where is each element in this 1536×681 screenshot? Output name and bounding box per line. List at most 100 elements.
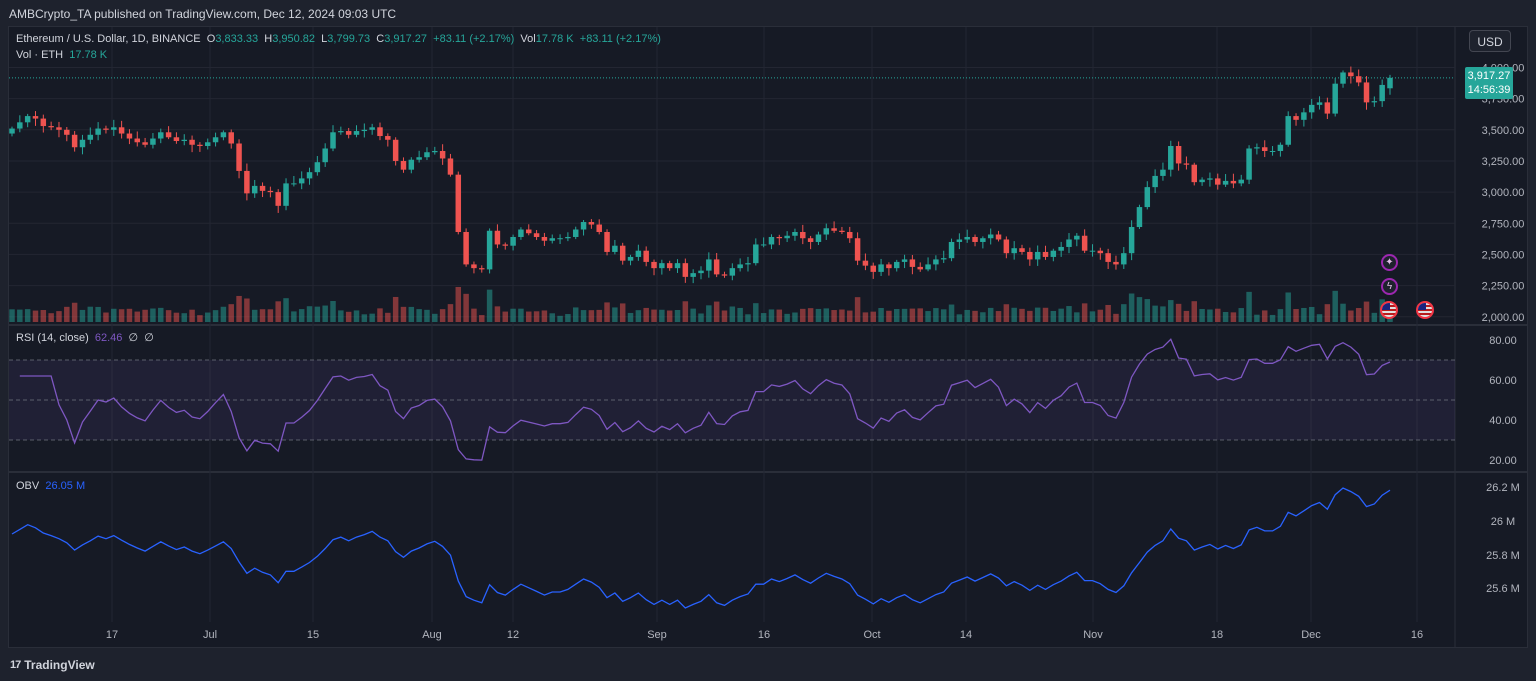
candle-body	[940, 258, 947, 260]
volume-bar	[831, 310, 837, 322]
vol-change: +83.11 (+2.17%)	[579, 33, 661, 45]
currency-button[interactable]: USD	[1469, 30, 1511, 52]
candle-body	[95, 128, 101, 135]
candle-body	[1175, 146, 1182, 164]
volume-bar	[580, 310, 587, 322]
candle-body	[1168, 146, 1174, 170]
candle-body	[1379, 84, 1385, 102]
volume-bar	[1293, 309, 1299, 322]
obv-tick-label: 26 M	[1491, 516, 1515, 528]
candle-body	[126, 133, 133, 139]
volume-bar	[1136, 297, 1143, 322]
candle-body	[1089, 250, 1096, 252]
candle-body	[807, 238, 814, 242]
candle-body	[1222, 180, 1229, 185]
us-flag-icon[interactable]	[1416, 301, 1434, 319]
volume-bar	[173, 312, 180, 322]
candle-body	[377, 127, 383, 137]
candle-body	[79, 139, 86, 148]
candle-body	[385, 136, 391, 140]
volume-bar	[690, 308, 696, 322]
symbol-legend: Ethereum / U.S. Dollar, 1D, BINANCE O3,8…	[16, 33, 661, 45]
candle-body	[455, 174, 462, 232]
volume-bar	[1324, 304, 1331, 322]
candle-body	[181, 139, 187, 142]
candle-body	[400, 160, 407, 170]
volume-bar	[330, 300, 336, 322]
rsi-tick-label: 20.00	[1489, 455, 1517, 467]
time-tick-label: Nov	[1083, 629, 1103, 641]
candle-body	[1293, 116, 1299, 120]
volume-bar	[565, 314, 571, 322]
candle-body	[1034, 251, 1041, 260]
candle-body	[173, 137, 180, 142]
volume-bar	[948, 304, 955, 322]
volume-bar	[721, 310, 728, 322]
event-bolt-icon[interactable]: ϟ	[1381, 278, 1398, 295]
volume-bar	[987, 307, 994, 322]
candle-body	[1074, 235, 1080, 240]
tradingview-logo[interactable]: 17 TradingView	[10, 658, 95, 672]
candle-body	[345, 131, 352, 135]
candle-body	[737, 264, 743, 269]
candle-body	[651, 261, 657, 269]
volume-bar	[1105, 304, 1111, 322]
volume-bar	[424, 309, 430, 322]
rsi-band	[9, 359, 1455, 441]
candle-body	[1363, 82, 1370, 103]
volume-bar	[181, 313, 187, 322]
volume-bar	[901, 308, 908, 322]
candle-body	[659, 263, 665, 269]
candle-body	[1340, 72, 1346, 84]
ohlc-high: 3,950.82	[272, 33, 316, 45]
candle-body	[1128, 227, 1135, 254]
grid-lines	[9, 27, 1527, 647]
volume-bar	[839, 309, 845, 322]
us-flag-icon[interactable]	[1380, 301, 1398, 319]
candle-body	[330, 132, 336, 149]
volume-bar	[1121, 304, 1127, 322]
obv-tick-label: 26.2 M	[1486, 482, 1520, 494]
candle-body	[674, 263, 681, 269]
volume-bar	[1277, 309, 1284, 322]
candle-body	[1301, 112, 1307, 120]
event-star-icon[interactable]: ✦	[1381, 254, 1398, 271]
volume-bar	[1019, 308, 1025, 322]
candle-body	[596, 224, 602, 232]
volume-bar	[126, 308, 133, 322]
candle-body	[541, 236, 548, 241]
volume-bar	[1128, 293, 1135, 322]
volume-bar	[768, 309, 775, 322]
candle-body	[17, 122, 23, 129]
candle-body	[1238, 179, 1244, 184]
candle-body	[854, 238, 861, 261]
volume-bar	[56, 311, 62, 322]
volume-bar	[408, 306, 415, 322]
volume-bar	[1355, 308, 1362, 322]
time-tick-label: Sep	[647, 629, 667, 641]
candle-body	[1050, 250, 1057, 257]
candle-body	[1058, 246, 1064, 251]
volume-bars	[9, 286, 1393, 322]
volume-bar	[1215, 308, 1221, 322]
price-tick-label: 2,750.00	[1482, 218, 1525, 230]
time-tick-label: Oct	[863, 629, 880, 641]
candle-body	[1136, 207, 1143, 228]
candle-body	[471, 264, 477, 269]
candle-body	[518, 229, 524, 237]
candle-body	[643, 250, 649, 262]
volume-bar	[1050, 310, 1057, 322]
candle-body	[956, 239, 963, 242]
volume-bar	[1152, 305, 1158, 322]
candle-body	[502, 244, 509, 246]
volume-bar	[753, 303, 759, 322]
volume-bar	[518, 308, 524, 322]
candle-body	[604, 232, 610, 252]
candle-body	[259, 185, 266, 191]
candle-body	[510, 236, 516, 246]
candle-body	[197, 144, 203, 146]
volume-bar	[1027, 310, 1033, 322]
volume-bar	[847, 310, 853, 322]
volume-bar	[17, 309, 23, 322]
